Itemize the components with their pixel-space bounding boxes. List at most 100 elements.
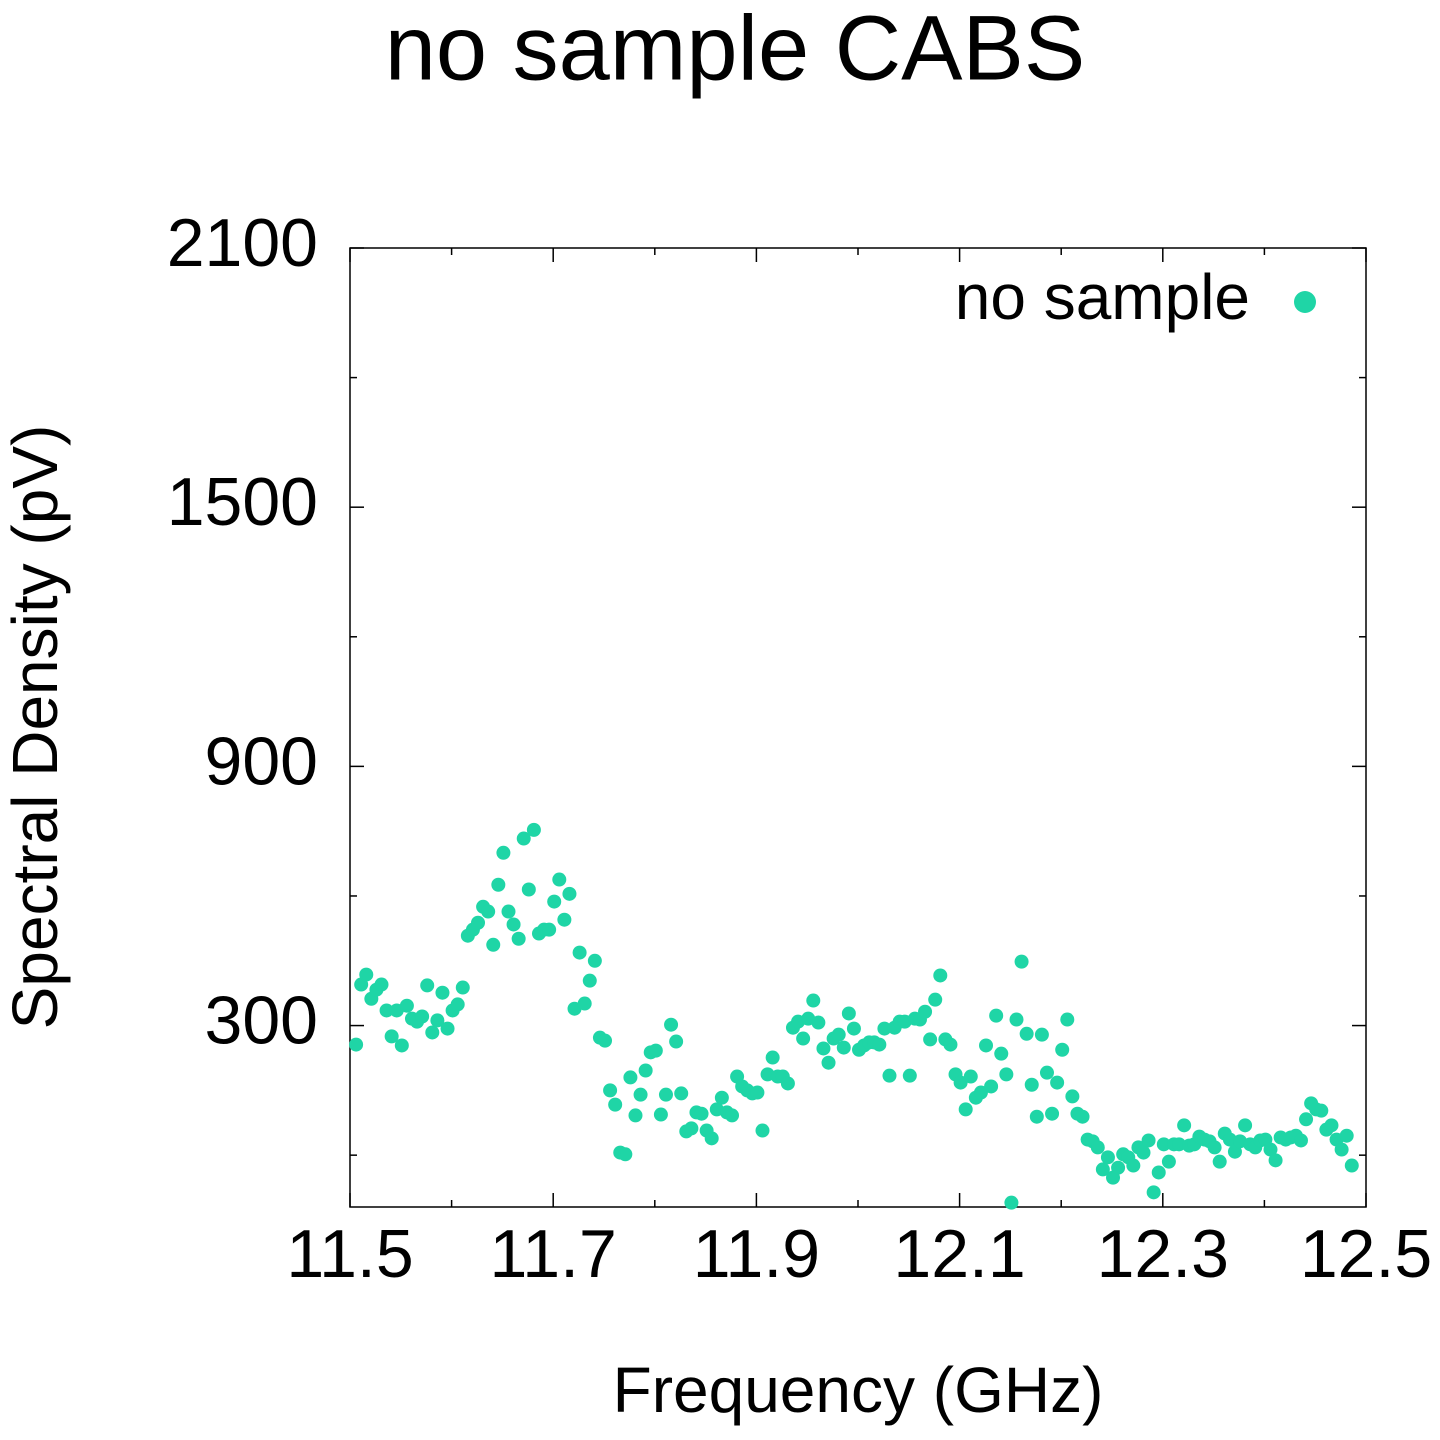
point: [846, 1021, 861, 1036]
point: [1146, 1185, 1161, 1200]
legend-marker: [1294, 291, 1316, 313]
point: [979, 1038, 994, 1053]
point: [638, 1063, 653, 1078]
point: [653, 1107, 668, 1122]
point: [811, 1015, 826, 1030]
point: [821, 1055, 836, 1070]
point: [1029, 1109, 1044, 1124]
point: [958, 1102, 973, 1117]
point: [577, 996, 592, 1011]
y-tick-label: 2100: [167, 205, 318, 281]
point: [1324, 1118, 1339, 1133]
point: [1238, 1118, 1253, 1133]
point: [557, 912, 572, 927]
chart-title: no sample CABS: [385, 0, 1086, 99]
point: [902, 1068, 917, 1083]
point: [973, 1085, 988, 1100]
point: [841, 1006, 856, 1021]
point: [989, 1008, 1004, 1023]
point: [1141, 1133, 1156, 1148]
point: [725, 1108, 740, 1123]
point: [928, 992, 943, 1007]
point: [953, 1075, 968, 1090]
point: [440, 1021, 455, 1036]
point: [984, 1079, 999, 1094]
point: [491, 877, 506, 892]
point: [648, 1043, 663, 1058]
point: [379, 1003, 394, 1018]
x-tick-label: 11.9: [693, 1216, 820, 1292]
point: [1136, 1145, 1151, 1160]
point: [562, 886, 577, 901]
point: [435, 985, 450, 1000]
point: [1034, 1027, 1049, 1042]
point: [1227, 1144, 1242, 1159]
point: [1019, 1026, 1034, 1041]
point: [420, 978, 435, 993]
point: [481, 904, 496, 919]
point: [831, 1027, 846, 1042]
point: [501, 904, 516, 919]
point: [882, 1068, 897, 1083]
x-axis-label: Frequency (GHz): [613, 1354, 1104, 1426]
point: [374, 977, 389, 992]
point: [1100, 1150, 1115, 1165]
point: [933, 968, 948, 983]
point: [658, 1087, 673, 1102]
y-axis-label: Spectral Density (pV): [0, 425, 71, 1030]
point: [664, 1017, 679, 1032]
y-tick-label: 1500: [167, 464, 318, 540]
point: [572, 945, 587, 960]
point: [415, 1009, 430, 1024]
x-tick-label: 11.5: [286, 1216, 413, 1292]
point: [1339, 1128, 1354, 1143]
point: [608, 1097, 623, 1112]
point: [1014, 954, 1029, 969]
point: [359, 967, 374, 982]
point: [1065, 1089, 1080, 1104]
point: [750, 1085, 765, 1100]
point: [455, 980, 470, 995]
point: [582, 973, 597, 988]
point: [521, 882, 536, 897]
point: [755, 1123, 770, 1138]
point: [1090, 1140, 1105, 1155]
x-tick-label: 11.7: [490, 1216, 617, 1292]
point: [1293, 1133, 1308, 1148]
point: [694, 1106, 709, 1121]
point: [623, 1070, 638, 1085]
point: [1151, 1165, 1166, 1180]
point: [943, 1037, 958, 1052]
plot-frame: [349, 247, 1367, 1208]
y-tick-label: 900: [205, 723, 318, 799]
point: [633, 1087, 648, 1102]
point: [1263, 1142, 1278, 1157]
point: [1024, 1077, 1039, 1092]
point: [780, 1076, 795, 1091]
point: [1009, 1012, 1024, 1027]
point: [399, 998, 414, 1013]
legend-label: no sample: [955, 261, 1250, 333]
x-tick-label: 12.3: [1097, 1216, 1229, 1292]
y-tick-label: 300: [205, 983, 318, 1059]
point: [684, 1121, 699, 1136]
point: [806, 993, 821, 1008]
point: [836, 1040, 851, 1055]
point: [1161, 1154, 1176, 1169]
point: [526, 822, 541, 837]
point: [1207, 1140, 1222, 1155]
point: [1095, 1162, 1110, 1177]
point: [1055, 1042, 1070, 1057]
point: [542, 922, 557, 937]
point: [471, 915, 486, 930]
point: [506, 917, 521, 932]
point: [1212, 1154, 1227, 1169]
point: [349, 1037, 364, 1052]
point: [394, 1038, 409, 1053]
point: [425, 1025, 440, 1040]
point: [1045, 1106, 1060, 1121]
point: [963, 1069, 978, 1084]
point: [1177, 1118, 1192, 1133]
point: [1111, 1160, 1126, 1175]
